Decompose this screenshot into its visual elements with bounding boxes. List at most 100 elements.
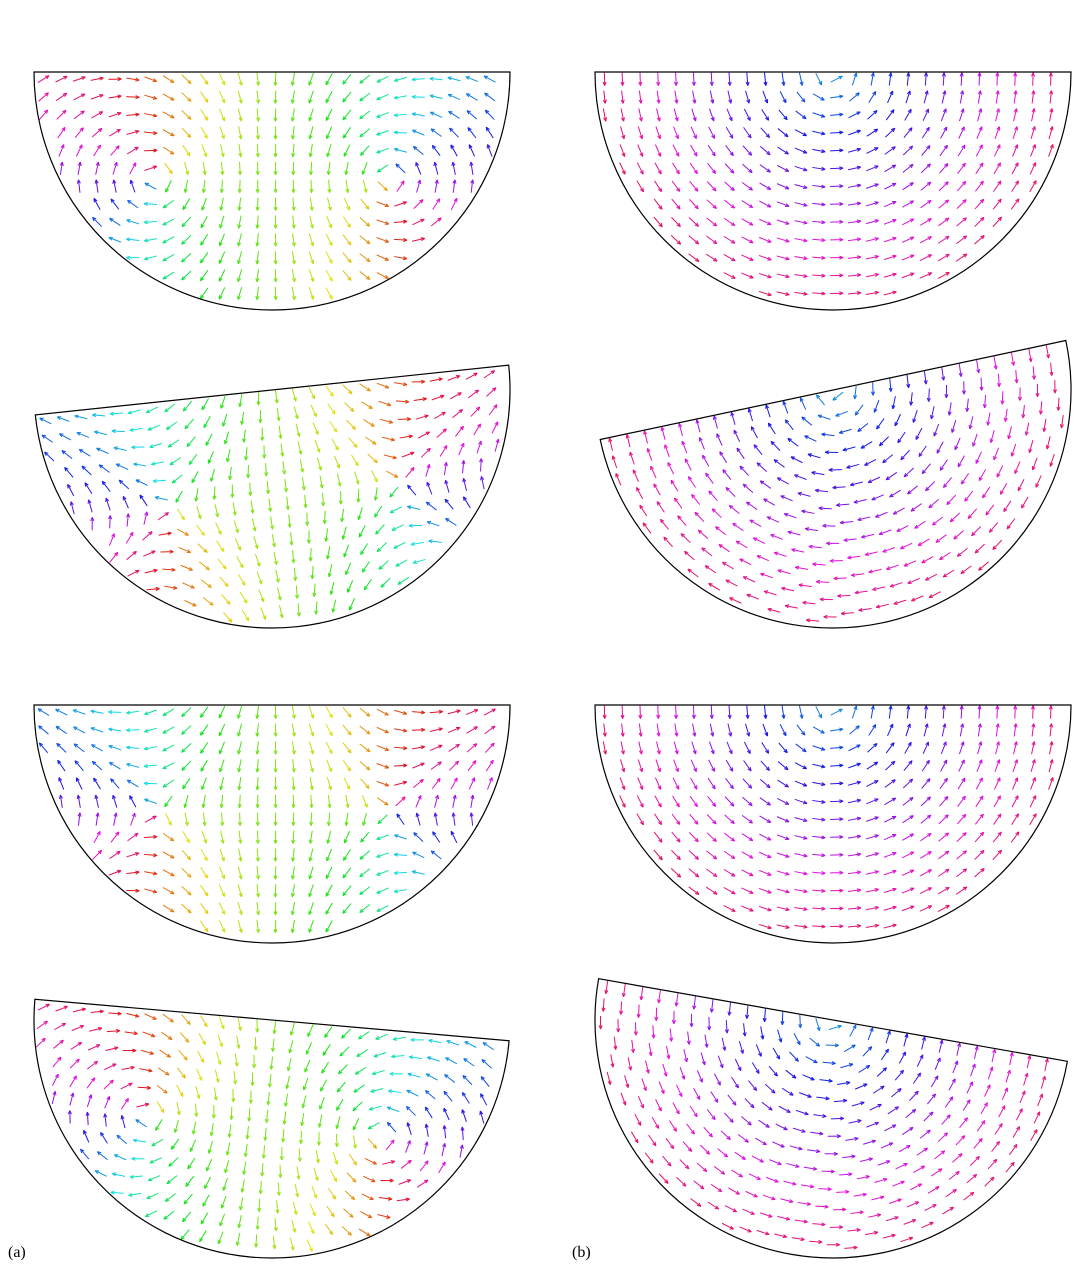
flow-arrow — [813, 727, 824, 733]
flow-arrow — [111, 779, 120, 789]
flow-arrow — [261, 607, 266, 620]
flow-arrow — [130, 163, 136, 174]
flow-arrow — [939, 796, 948, 806]
flow-arrow — [163, 254, 174, 260]
flow-arrow — [975, 832, 984, 842]
flow-arrow — [449, 111, 460, 118]
flow-arrow — [360, 726, 370, 734]
flow-arrow — [813, 94, 824, 100]
flow-arrow — [390, 507, 403, 513]
flow-arrow — [796, 111, 806, 119]
flow-arrow — [486, 760, 493, 771]
flow-arrow — [975, 217, 984, 226]
flow-arrow — [146, 407, 159, 413]
flow-arrow — [976, 145, 982, 156]
flow-arrow — [396, 164, 405, 173]
flow-arrow — [956, 887, 967, 894]
flow-arrow — [849, 93, 859, 101]
flow-arrow — [867, 129, 878, 136]
flow-arrow — [412, 852, 424, 857]
flow-arrow — [941, 127, 947, 138]
flow-arrow — [654, 832, 662, 842]
flow-arrow — [866, 781, 878, 787]
flow-arrow — [257, 572, 262, 585]
flow-arrow — [360, 111, 370, 119]
flow-arrow — [725, 797, 734, 807]
flow-arrow — [183, 199, 190, 210]
flow-arrow — [637, 796, 643, 808]
flow-arrow — [166, 180, 172, 192]
flow-arrow — [182, 886, 192, 895]
flow-arrow — [761, 128, 770, 138]
flow-arrow — [75, 128, 83, 138]
flow-arrow — [91, 112, 102, 118]
flow-arrow — [708, 778, 715, 789]
flow-arrow — [655, 796, 661, 807]
flow-arrow — [255, 554, 259, 567]
flow-arrow — [902, 834, 913, 840]
flow-arrow — [414, 833, 423, 842]
flow-arrow — [682, 441, 687, 454]
flow-arrow — [163, 727, 174, 733]
flow-arrow — [451, 198, 457, 210]
flow-arrow — [1016, 479, 1026, 491]
flow-arrow — [831, 76, 843, 82]
flow-arrow — [759, 834, 771, 840]
flow-arrow — [432, 778, 440, 788]
flow-arrow — [219, 706, 225, 718]
flow-arrow — [468, 128, 476, 138]
flow-arrow — [1011, 199, 1019, 210]
flow-arrow — [671, 217, 680, 226]
flow-arrow — [742, 237, 754, 243]
flow-arrow — [163, 130, 174, 136]
flow-arrow — [741, 255, 753, 260]
flow-arrow — [1020, 497, 1031, 508]
flow-arrow — [739, 1227, 752, 1232]
flow-arrow — [182, 75, 191, 84]
flow-arrow — [709, 127, 715, 139]
flow-arrow — [724, 236, 735, 243]
flow-arrow — [163, 887, 174, 893]
flow-arrow — [391, 525, 404, 531]
flow-arrow — [867, 762, 878, 769]
flow-arrow — [777, 798, 789, 804]
flow-arrow — [182, 726, 192, 735]
flow-arrow — [200, 725, 207, 736]
domain-boundary — [34, 72, 510, 310]
flow-arrow — [1002, 501, 1013, 512]
flow-arrow — [205, 1177, 211, 1189]
flow-arrow — [938, 851, 948, 859]
flow-arrow — [309, 387, 315, 400]
flow-panel — [595, 705, 1071, 943]
flow-arrow — [343, 707, 351, 717]
flow-arrow — [259, 589, 264, 602]
flow-arrow — [655, 778, 660, 790]
flow-arrow — [343, 92, 351, 102]
flow-arrow — [724, 1020, 729, 1033]
flow-arrow — [958, 145, 965, 156]
flow-arrow — [343, 886, 351, 896]
flow-arrow — [994, 814, 1001, 825]
flow-arrow — [957, 814, 966, 824]
flow-arrow — [904, 128, 912, 138]
flow-arrow — [896, 432, 907, 443]
flow-arrow — [914, 428, 924, 440]
flow-arrow — [902, 201, 913, 207]
flow-arrow — [110, 218, 121, 225]
flow-arrow — [413, 779, 423, 787]
flow-arrow — [326, 742, 332, 754]
flow-arrow — [920, 870, 931, 876]
flow-arrow — [76, 778, 82, 790]
flow-arrow — [975, 181, 983, 191]
flow-arrow — [468, 761, 476, 771]
flow-arrow — [836, 1190, 849, 1195]
flow-arrow — [903, 183, 914, 190]
flow-arrow — [689, 236, 699, 244]
flow-arrow — [431, 129, 442, 137]
flow-arrow — [343, 74, 351, 84]
flow-arrow — [128, 833, 139, 841]
flow-arrow — [885, 147, 896, 155]
flow-arrow — [886, 110, 894, 120]
flow-arrow — [733, 521, 744, 532]
flow-arrow — [163, 709, 174, 716]
